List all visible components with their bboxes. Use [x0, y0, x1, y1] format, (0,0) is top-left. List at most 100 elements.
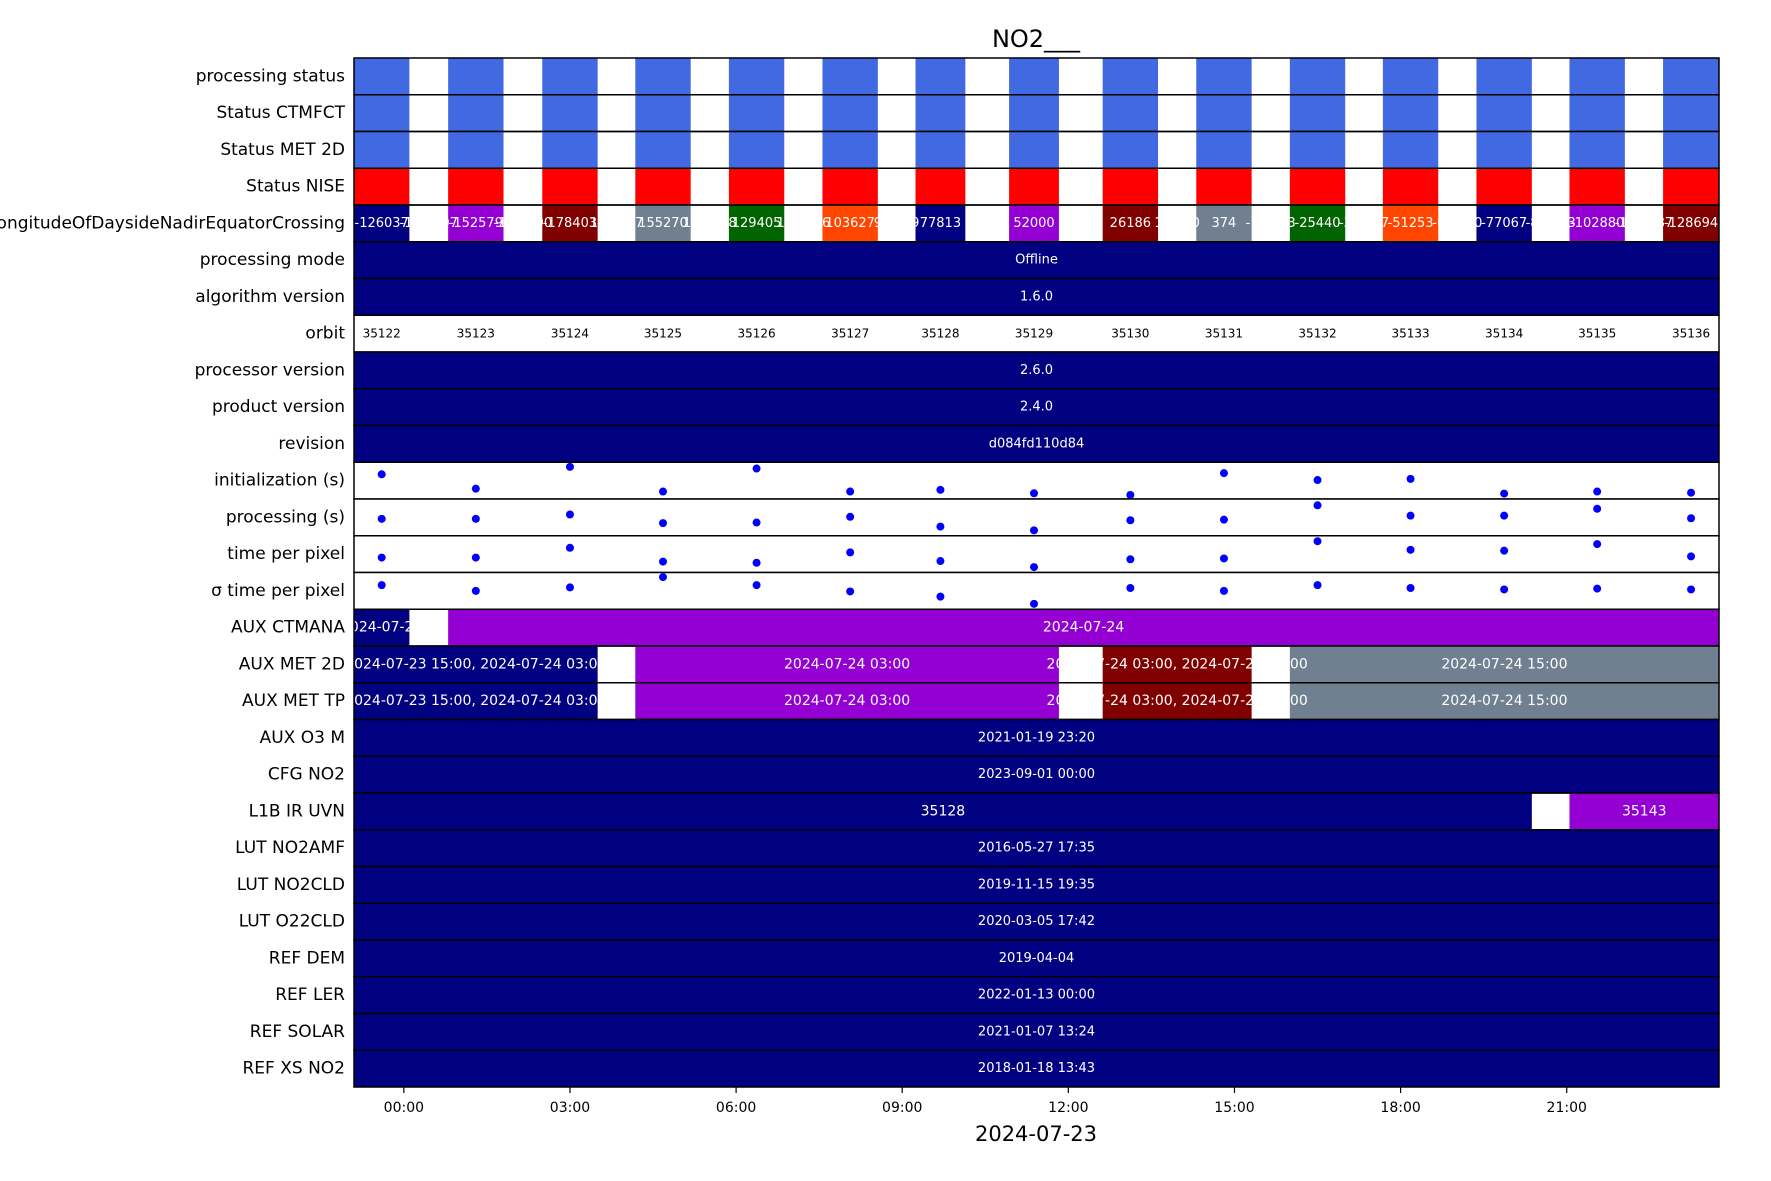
- status-cell: [1196, 131, 1252, 169]
- value-bar: [354, 903, 1719, 940]
- value-bar-label: 2021-01-07 13:24: [978, 1024, 1095, 1039]
- row-label: σ time per pixel: [211, 581, 345, 601]
- value-bar: [354, 1013, 1719, 1051]
- row-13: time per pixel: [227, 535, 1720, 574]
- row-label: algorithm version: [195, 287, 345, 307]
- row-8: processor version 2.6.0: [195, 351, 1720, 390]
- scatter-point: [471, 484, 480, 493]
- rows-layer: processing status Status CTMFCT Status MET…: [0, 57, 1720, 1088]
- row-25: REF LER 2022-01-13 00:00: [275, 976, 1720, 1015]
- status-cell: [1382, 94, 1439, 132]
- x-tick-label: 09:00: [882, 1100, 922, 1116]
- status-cell: [1289, 58, 1346, 95]
- scatter-point: [1500, 489, 1509, 498]
- value-bar-label: 2022-01-13 00:00: [978, 988, 1095, 1003]
- value-bar: [354, 278, 1719, 316]
- status-cell: [354, 58, 410, 95]
- cell-value-label: 374: [1212, 216, 1237, 231]
- status-cell: [1196, 168, 1252, 205]
- scatter-point: [1593, 487, 1602, 496]
- scatter-point: [1219, 515, 1228, 524]
- row-11: initialization (s): [214, 461, 1720, 500]
- status-cell: [1009, 94, 1059, 132]
- row-14: σ time per pixel: [211, 571, 1720, 610]
- scatter-point: [936, 592, 945, 601]
- scatter-point: [377, 553, 386, 562]
- scatter-point: [1406, 545, 1415, 554]
- status-cell: [635, 168, 691, 205]
- status-cell: [1009, 205, 1059, 242]
- gap-value-label: -165 490: [494, 216, 552, 231]
- scatter-point: [752, 581, 761, 590]
- value-bar: [354, 829, 1719, 867]
- scatter-point: [1126, 491, 1135, 499]
- status-cell: [1663, 168, 1719, 205]
- scatter-point: [658, 487, 667, 496]
- value-bar: [354, 976, 1719, 1014]
- row-label: Status NISE: [246, 177, 345, 197]
- orbit-label: 35136: [1672, 327, 1710, 341]
- value-bar-label: 2023-09-01 00:00: [978, 767, 1095, 782]
- scatter-point: [1593, 584, 1602, 593]
- scatter-point: [1030, 599, 1039, 608]
- value-segment-label: 2024-07-24 15:00: [1441, 656, 1567, 672]
- value-bar-label: 2021-01-19 23:20: [978, 730, 1095, 745]
- status-cell: [354, 168, 410, 205]
- row-label: initialization (s): [214, 471, 345, 491]
- row-26: REF SOLAR 2021-01-07 13:24: [250, 1012, 1720, 1051]
- scatter-point: [471, 586, 480, 595]
- gap-value-label: -89 973: [1526, 216, 1576, 231]
- status-cell: [728, 94, 785, 132]
- status-cell: [1663, 94, 1719, 132]
- row-9: product version 2.4.0: [212, 388, 1720, 427]
- status-cell: [448, 94, 504, 132]
- value-segment-label: 2024-07-24 03:00: [784, 693, 910, 709]
- scatter-point: [471, 514, 480, 523]
- status-cell: [915, 168, 966, 205]
- gap-value-label: -38 347: [1339, 216, 1389, 231]
- status-cell: [354, 205, 410, 242]
- row-label: processor version: [195, 360, 345, 380]
- status-cell: [728, 58, 785, 95]
- row-18: AUX O3 M 2021-01-19 23:20: [260, 718, 1720, 757]
- row-label: REF DEM: [269, 948, 345, 968]
- scatter-point: [1313, 537, 1322, 546]
- status-cell: [1382, 205, 1439, 242]
- value-segment: [635, 682, 1059, 720]
- scatter-point: [1219, 586, 1228, 595]
- status-cell: [542, 205, 598, 242]
- value-bar-label: 2.4.0: [1020, 400, 1053, 415]
- value-segment-label: 2024-07-24 03:00: [784, 656, 910, 672]
- status-cell: [354, 131, 410, 169]
- status-cell: [1196, 94, 1252, 132]
- row-6: algorithm version 1.6.0: [195, 277, 1720, 316]
- status-cell: [1102, 58, 1159, 95]
- orbit-label: 35130: [1111, 327, 1149, 341]
- status-cell: [635, 58, 691, 95]
- gap-value-label: -115 787: [1615, 216, 1673, 231]
- scatter-point: [846, 548, 855, 557]
- scatter-point: [1406, 474, 1415, 483]
- row-label: processing (s): [226, 507, 345, 527]
- status-cell: [1476, 168, 1532, 205]
- value-bar-label: 2019-11-15 19:35: [978, 877, 1095, 892]
- row-22: LUT NO2CLD 2019-11-15 19:35: [237, 865, 1720, 904]
- value-bar-label: 1.6.0: [1020, 289, 1053, 304]
- row-label: REF XS NO2: [243, 1059, 346, 1079]
- status-cell: [1009, 131, 1059, 169]
- status-cell: [448, 168, 504, 205]
- gap-value-label: 13 280: [1154, 216, 1200, 231]
- value-bar: [354, 388, 1719, 426]
- scatter-point: [1313, 501, 1322, 510]
- x-axis: 00:00 03:00 06:00 09:00 12:00 15:00 18:00 21:00: [384, 1087, 1587, 1116]
- value-segment-label: 2024-07-24: [1043, 620, 1124, 636]
- status-cell: [822, 205, 878, 242]
- scatter-point: [752, 518, 761, 527]
- value-segment: [1102, 682, 1252, 720]
- status-cell: [1476, 205, 1532, 242]
- value-segment: [1289, 682, 1719, 720]
- row-label: L1B IR UVN: [249, 801, 345, 821]
- value-bar: [354, 1050, 1719, 1087]
- scatter-point: [377, 514, 386, 523]
